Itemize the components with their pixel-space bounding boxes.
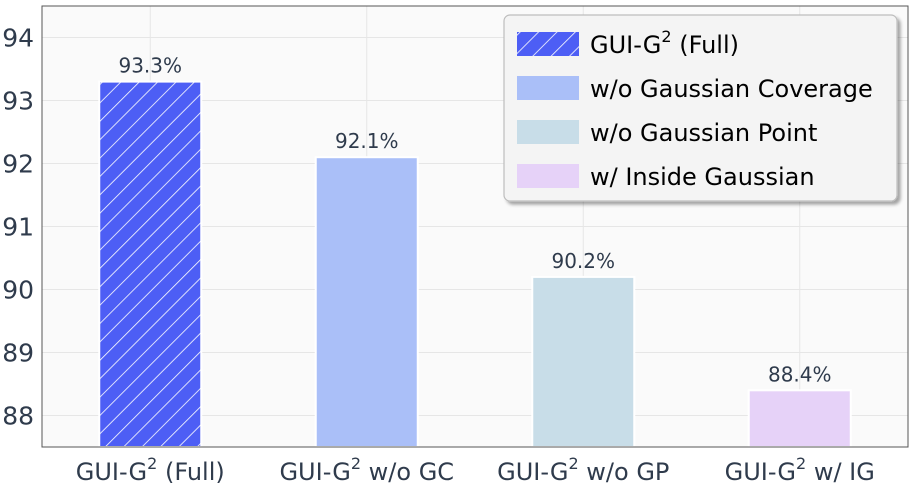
y-tick-label: 93 [2,87,34,116]
x-tick-label: GUI-G2 w/o GP [497,454,669,486]
bar-value-label: 90.2% [551,249,615,273]
legend-label: w/ Inside Gaussian [590,163,815,191]
y-tick-label: 94 [2,24,34,53]
legend-label: w/o Gaussian Point [590,119,817,147]
legend-box [503,14,898,202]
y-tick-label: 89 [2,339,34,368]
x-tick-label: GUI-G2 w/ IG [725,454,875,486]
bar-value-label: 93.3% [118,54,182,78]
x-tick-label: GUI-G2 (Full) [76,454,225,486]
legend-label: GUI-G2 (Full) [590,27,739,59]
y-tick-label: 88 [2,402,34,431]
bar [98,80,203,448]
legend-label: w/o Gaussian Coverage [590,75,873,103]
bar [747,389,852,448]
bar-value-label: 88.4% [768,362,832,386]
data-labels-group: 93.3% 92.1% 90.2% 88.4% [118,54,831,387]
x-axis-ticks: GUI-G2 (Full) GUI-G2 w/o GC GUI-G2 w/o GP G… [76,454,875,486]
y-axis-ticks: 88 89 90 91 92 93 94 [2,24,34,431]
bar [314,156,419,448]
plot-frame [41,5,909,448]
y-tick-label: 92 [2,150,34,179]
legend-swatch [517,164,579,188]
bars-group [98,80,852,448]
legend-swatch [517,120,579,144]
y-tick-label: 91 [2,213,34,242]
bar-value-label: 92.1% [335,129,399,153]
y-tick-label: 90 [2,276,34,305]
bar [531,275,636,448]
x-tick-label: GUI-G2 w/o GC [279,454,454,486]
legend: GUI-G2 (Full) w/o Gaussian Coverage w/o Ga… [503,14,898,202]
legend-swatch [517,32,579,56]
legend-swatch [517,76,579,100]
